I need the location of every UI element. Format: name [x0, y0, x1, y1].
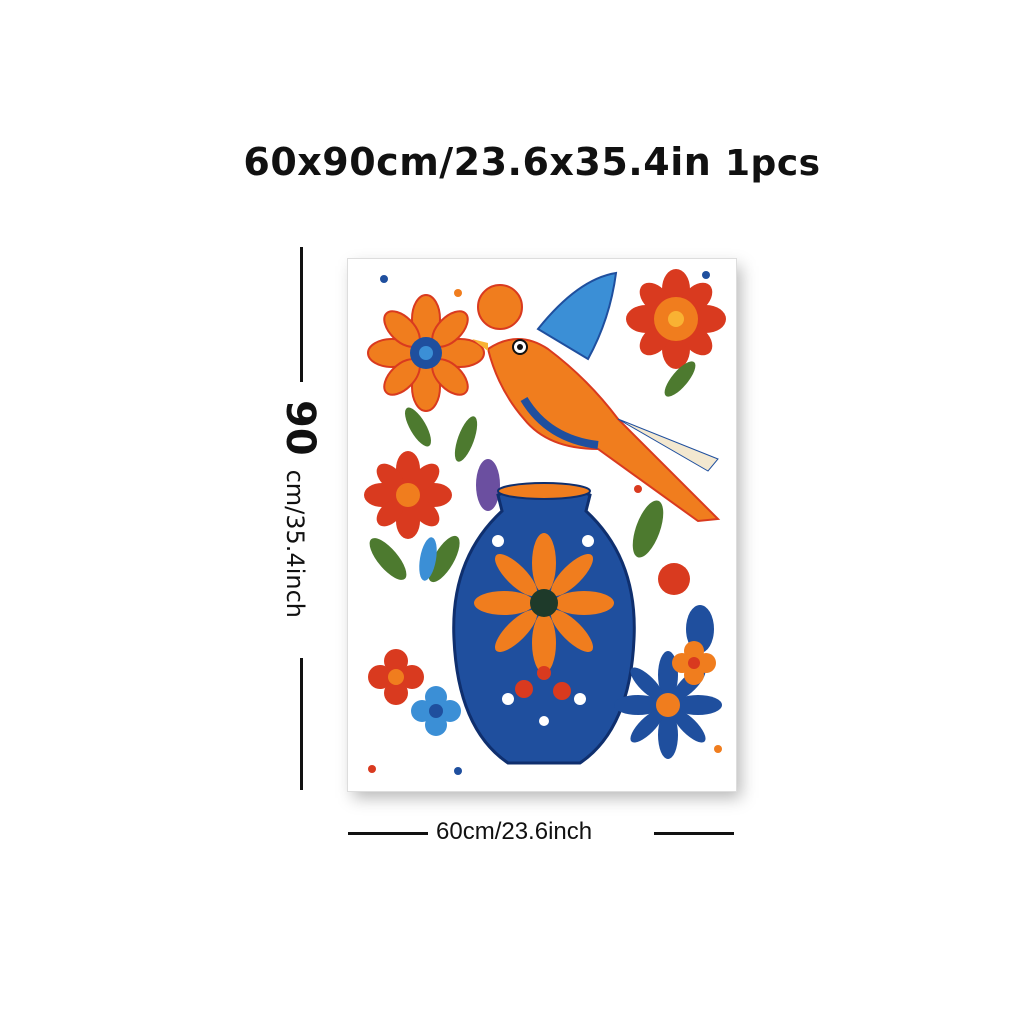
flower-top-left — [367, 294, 485, 412]
width-dimension-line-right — [654, 832, 734, 835]
flower-left-middle — [364, 451, 452, 539]
width-dimension-label: 60cm/23.6inch — [436, 818, 593, 845]
fruit-top — [477, 284, 523, 330]
bird — [472, 271, 721, 523]
folk-art-illustration — [364, 269, 726, 775]
height-dimension-label: 90 cm/35.4inch — [277, 400, 323, 618]
height-dimension-line-bottom — [300, 658, 303, 790]
artwork-panel — [347, 258, 737, 792]
blue-leaves — [419, 459, 714, 653]
flower-top-right — [626, 269, 726, 369]
flower-right-orange — [672, 641, 716, 685]
size-text: 60x90cm/23.6x35.4in — [243, 140, 712, 184]
quantity-text: 1pcs — [725, 143, 821, 184]
decorative-dots — [368, 271, 722, 775]
vase — [452, 482, 636, 765]
fruit-right — [658, 563, 690, 595]
flower-bottom-left — [368, 649, 424, 705]
canvas-print — [347, 258, 741, 798]
height-units: cm/35.4inch — [281, 469, 309, 618]
width-dimension-line-left — [348, 832, 428, 835]
flower-bottom-right — [614, 651, 722, 759]
product-size-title: 60x90cm/23.6x35.4in 1pcs — [0, 140, 1024, 184]
height-number: 90 — [277, 400, 323, 456]
leaves — [369, 361, 696, 583]
height-dimension-line-top — [300, 247, 303, 382]
flower-bottom-blue — [411, 686, 461, 736]
